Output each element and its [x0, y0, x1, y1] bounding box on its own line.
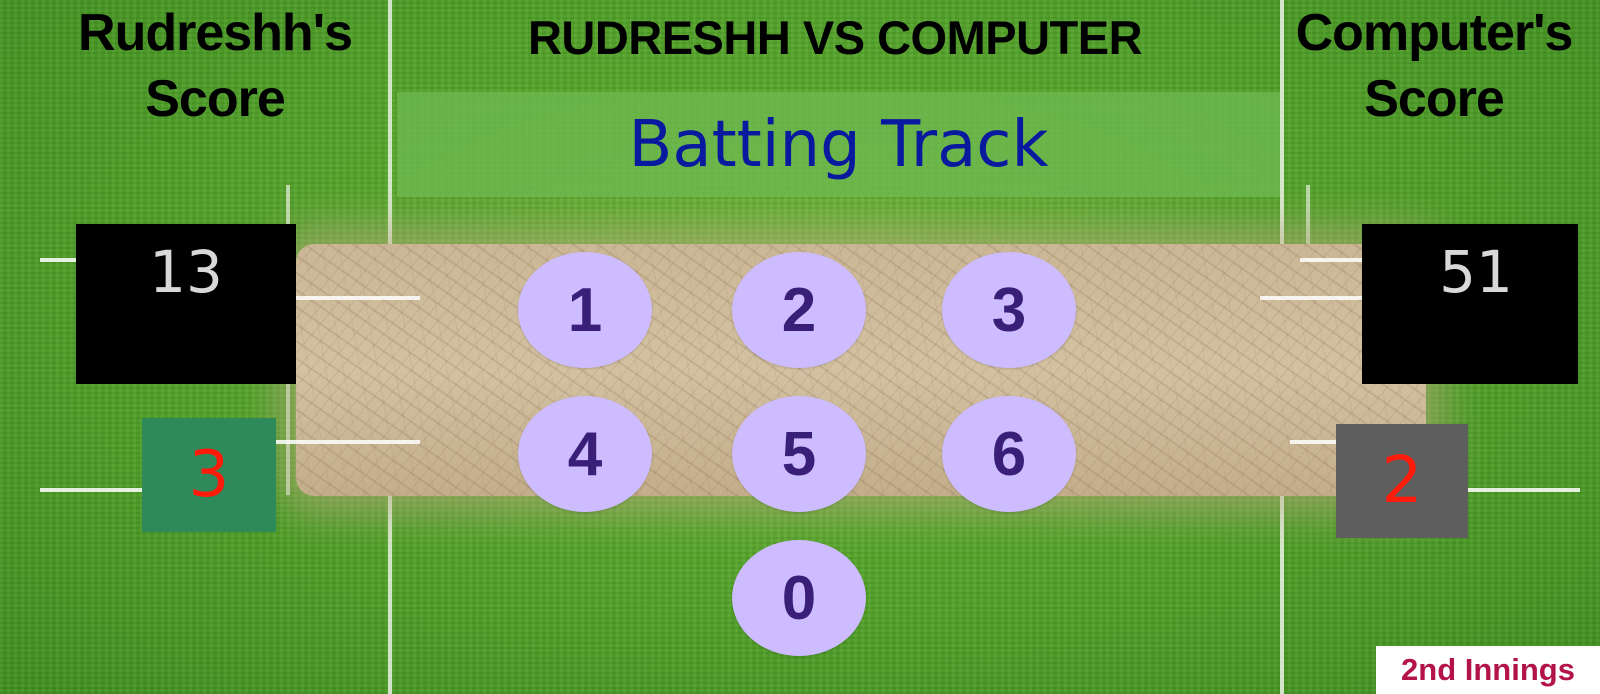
player-score: 13 — [76, 224, 296, 384]
track-banner: Batting Track — [397, 92, 1280, 197]
crease-mark — [260, 440, 420, 444]
crease-mark — [40, 488, 200, 492]
run-1-button[interactable]: 1 — [518, 252, 652, 368]
crease-mark — [1260, 296, 1410, 300]
run-6-button[interactable]: 6 — [942, 396, 1076, 512]
crease-mark — [290, 296, 420, 300]
match-title: RUDRESHH VS COMPUTER — [527, 11, 1143, 64]
run-0-button[interactable]: 0 — [732, 540, 866, 656]
computer-wickets: 2 — [1336, 424, 1468, 538]
run-5-button[interactable]: 5 — [732, 396, 866, 512]
crease-mark — [1420, 488, 1580, 492]
run-4-button[interactable]: 4 — [518, 396, 652, 512]
run-2-button[interactable]: 2 — [732, 252, 866, 368]
run-3-button[interactable]: 3 — [942, 252, 1076, 368]
player-score-heading: Rudreshh's Score — [78, 4, 353, 128]
computer-score-heading: Computer's Score — [1295, 4, 1574, 128]
player-wickets: 3 — [142, 418, 276, 532]
computer-score: 51 — [1362, 224, 1578, 384]
innings-badge: 2nd Innings — [1376, 646, 1600, 694]
track-label: Batting Track — [628, 107, 1049, 182]
